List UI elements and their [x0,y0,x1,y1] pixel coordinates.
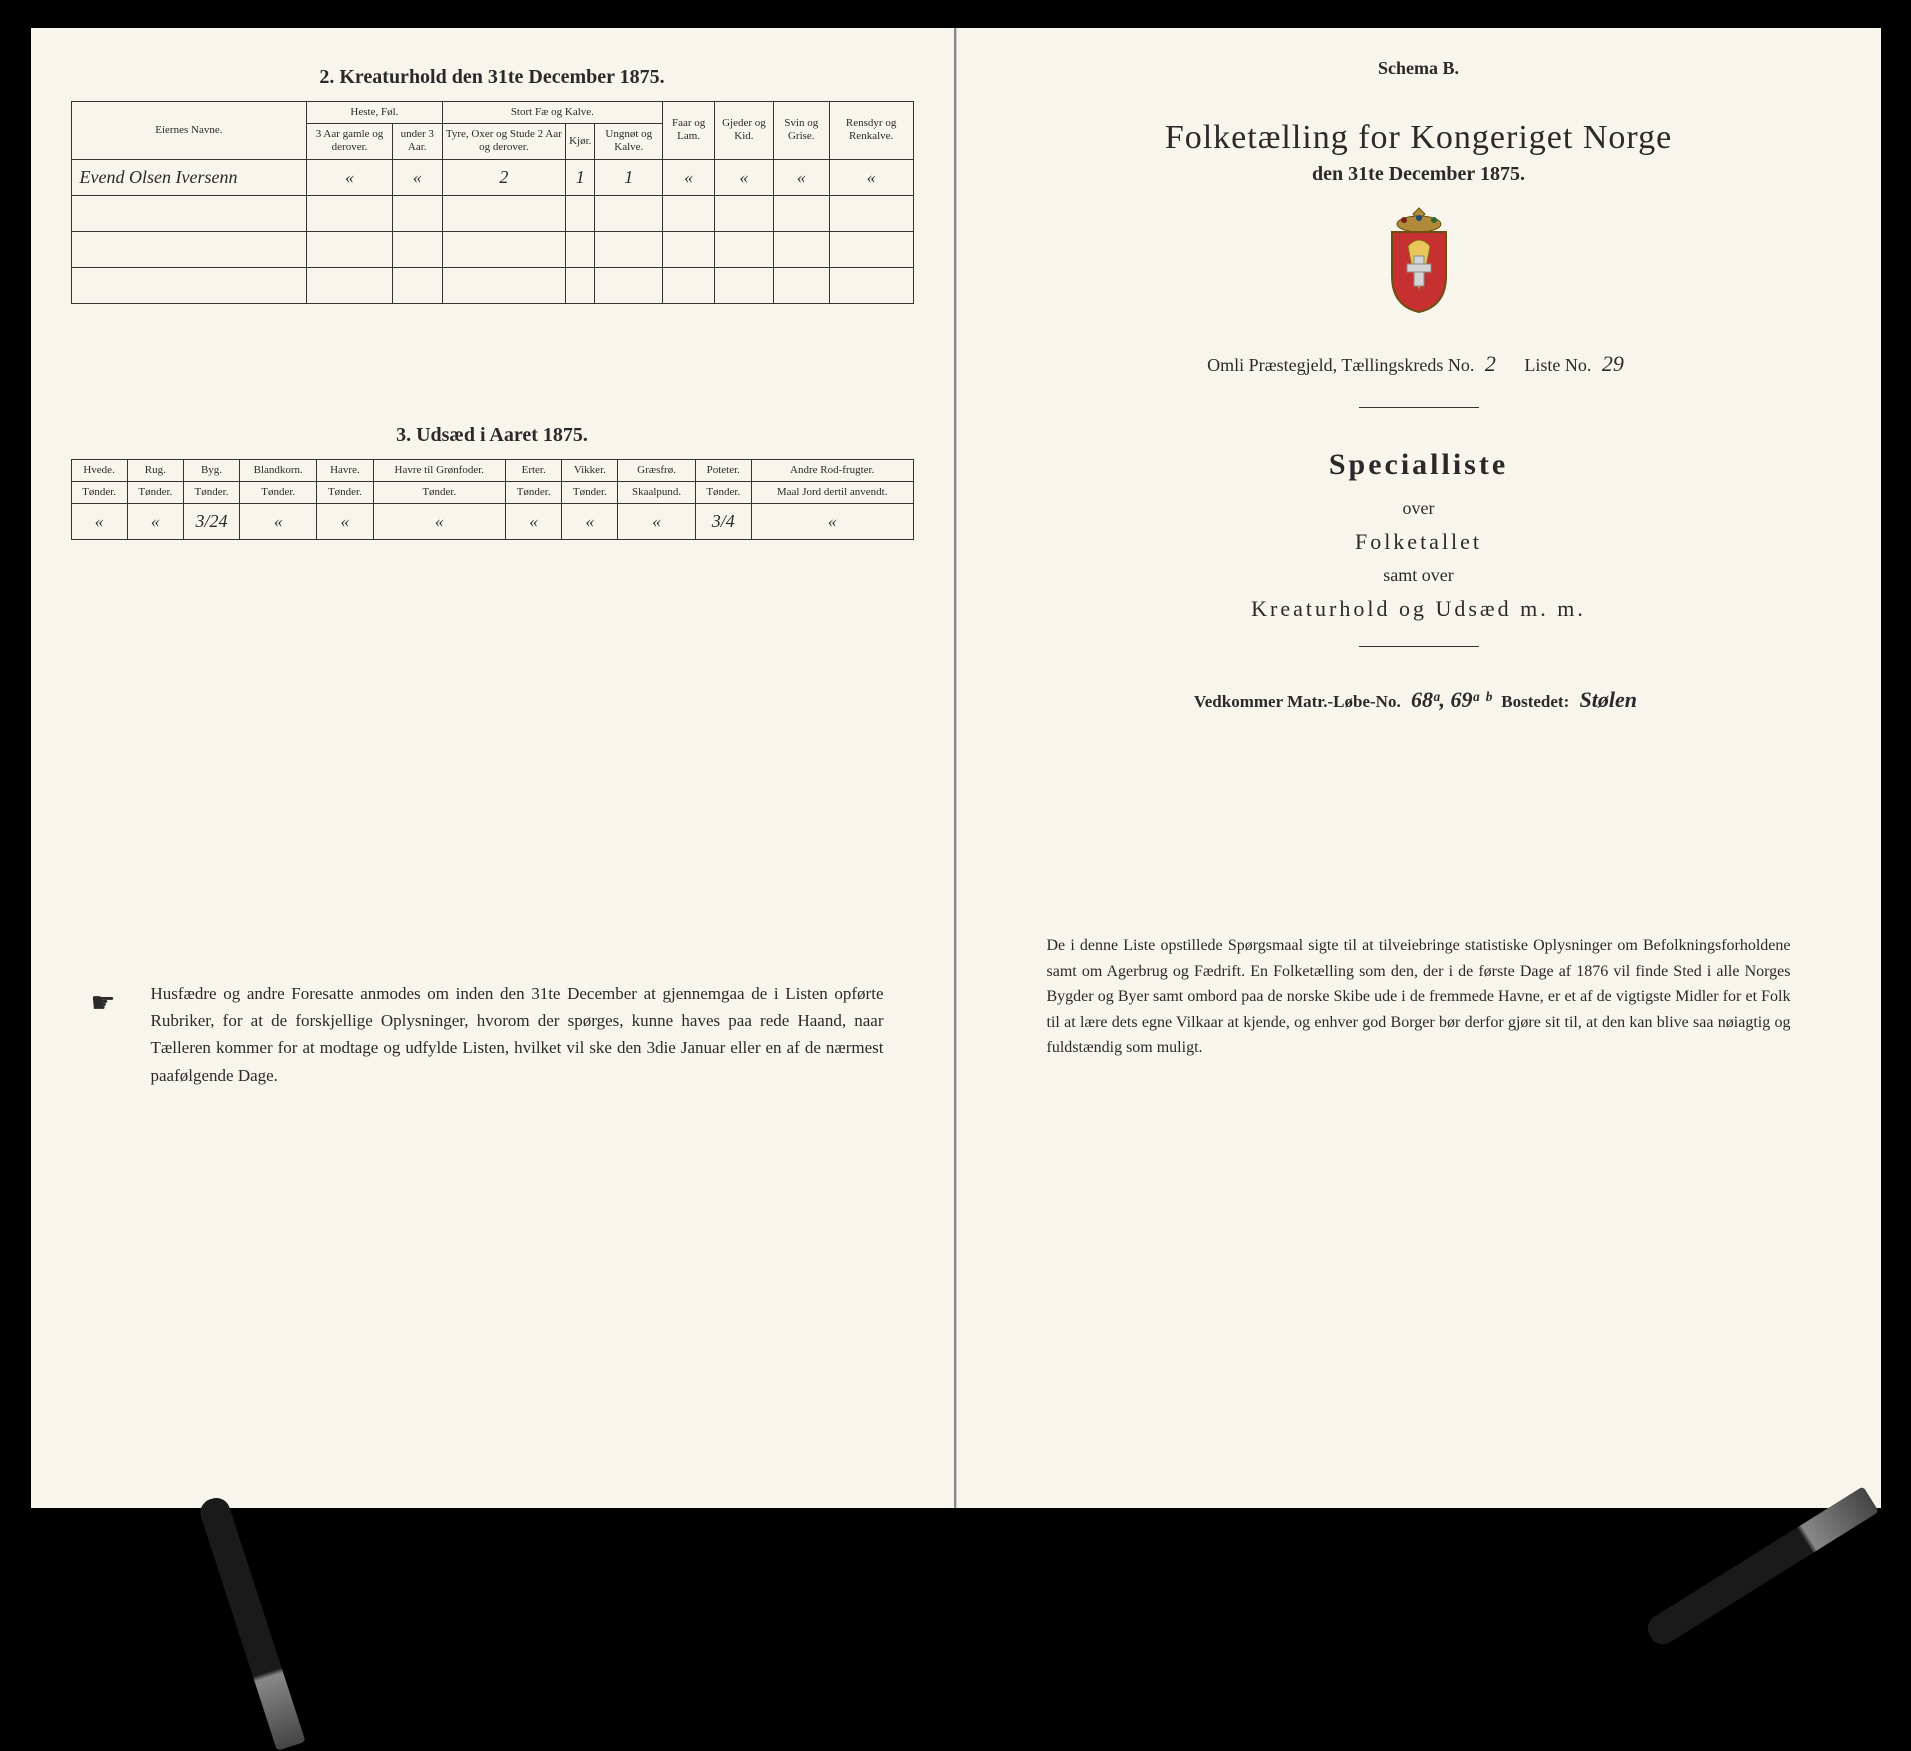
table3-row: « « 3/24 « « « « « « 3/4 « [71,503,913,539]
th3s: Tønder. [562,481,618,503]
th-storfae-1: Tyre, Oxer og Stude 2 Aar og derover. [442,124,566,159]
table2-empty-row [71,267,913,303]
kreds-no: 2 [1479,351,1502,376]
coat-of-arms-icon [997,206,1841,321]
th3: Erter. [506,459,562,481]
th3s: Tønder. [695,481,751,503]
th3s: Tønder. [373,481,506,503]
cell-name: Evend Olsen Iversenn [71,159,307,195]
liste-no: 29 [1596,351,1630,376]
main-title: Folketælling for Kongeriget Norge [997,119,1841,157]
sub-date: den 31te December 1875. [997,163,1841,186]
cell: « [127,503,183,539]
cell: « [618,503,695,539]
table2-row: Evend Olsen Iversenn « « 2 1 1 « « « « [71,159,913,195]
schema-label: Schema B. [997,58,1841,79]
cell: « [663,159,715,195]
th-faar: Faar og Lam. [663,102,715,160]
right-page: Schema B. Folketælling for Kongeriget No… [956,28,1881,1508]
bosted-label: Bostedet: [1501,692,1569,711]
cell: 2 [442,159,566,195]
th3s: Tønder. [506,481,562,503]
th3: Græsfrø. [618,459,695,481]
table2-title: 2. Kreaturhold den 31te December 1875. [71,66,914,89]
kreatur-label: Kreaturhold og Udsæd m. m. [997,596,1841,622]
th3: Havre til Grønfoder. [373,459,506,481]
cell: « [506,503,562,539]
th3: Andre Rod-frugter. [751,459,913,481]
cell: « [307,159,393,195]
cell: « [829,159,913,195]
bosted-name: Stølen [1573,687,1642,712]
cell: « [240,503,317,539]
cell: « [317,503,373,539]
th3s: Tønder. [317,481,373,503]
folketallet-label: Folketallet [997,529,1841,555]
th3s: Tønder. [71,481,127,503]
cell: « [751,503,913,539]
th-heste-1: 3 Aar gamle og derover. [307,124,393,159]
th-rensdyr: Rensdyr og Renkalve. [829,102,913,160]
left-footnote: ☛ Husfædre og andre Foresatte anmodes om… [71,980,914,1089]
cell: « [71,503,127,539]
pointing-hand-icon: ☛ [91,982,116,1027]
th3: Vikker. [562,459,618,481]
cell: « [715,159,774,195]
table2: Eiernes Navne. Heste, Føl. Stort Fæ og K… [71,101,914,304]
vedk-label: Vedkommer Matr.-Løbe-No. [1194,692,1401,711]
cell: « [773,159,829,195]
th-storfae-3: Ungnøt og Kalve. [595,124,663,159]
th-heste: Heste, Føl. [307,102,442,124]
th3: Havre. [317,459,373,481]
cell: « [392,159,442,195]
cell: 3/24 [183,503,239,539]
cell: « [562,503,618,539]
th3: Hvede. [71,459,127,481]
book-spread: 2. Kreaturhold den 31te December 1875. E… [31,28,1881,1508]
th-svin: Svin og Grise. [773,102,829,160]
th3s: Tønder. [127,481,183,503]
left-page: 2. Kreaturhold den 31te December 1875. E… [31,28,956,1508]
th3s: Tønder. [240,481,317,503]
th3: Blandkorn. [240,459,317,481]
samt-label: samt over [997,565,1841,586]
liste-label: Liste No. [1524,355,1591,375]
vedkommer-line: Vedkommer Matr.-Løbe-No. 68ᵃ, 69ᵃ ᵇ Bost… [997,687,1841,713]
over-label: over [997,498,1841,519]
th3s: Maal Jord dertil anvendt. [751,481,913,503]
pen-decoration [1642,1486,1878,1649]
table2-empty-row [71,231,913,267]
parish-label: Omli Præstegjeld, Tællingskreds No. [1207,355,1474,375]
table3: Hvede. Rug. Byg. Blandkorn. Havre. Havre… [71,459,914,540]
right-bottom-paragraph: De i denne Liste opstillede Spørgsmaal s… [997,933,1841,1061]
pen-decoration [196,1494,305,1751]
th-storfae-2: Kjør. [566,124,595,159]
specialliste-title: Specialliste [997,448,1841,482]
cell: « [373,503,506,539]
cell: 1 [566,159,595,195]
parish-line: Omli Præstegjeld, Tællingskreds No. 2 Li… [997,351,1841,377]
cell: 1 [595,159,663,195]
th3: Poteter. [695,459,751,481]
table2-empty-row [71,195,913,231]
th-gjeder: Gjeder og Kid. [715,102,774,160]
th-storfae: Stort Fæ og Kalve. [442,102,663,124]
th3: Byg. [183,459,239,481]
divider [1359,407,1479,408]
matr-no: 68ᵃ, 69ᵃ ᵇ [1405,687,1497,712]
table3-title: 3. Udsæd i Aaret 1875. [71,424,914,447]
divider [1359,646,1479,647]
cell: 3/4 [695,503,751,539]
th-eier: Eiernes Navne. [71,102,307,160]
footnote-text: Husfædre og andre Foresatte anmodes om i… [151,984,884,1085]
th-heste-2: under 3 Aar. [392,124,442,159]
th3s: Tønder. [183,481,239,503]
th3: Rug. [127,459,183,481]
th3s: Skaalpund. [618,481,695,503]
